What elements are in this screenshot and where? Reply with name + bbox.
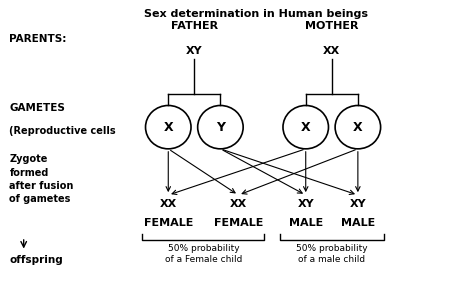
Text: FATHER: FATHER (171, 21, 218, 31)
Text: GAMETES: GAMETES (9, 103, 65, 113)
Text: 50% probability
of a Female child: 50% probability of a Female child (164, 244, 242, 264)
Text: XX: XX (323, 46, 340, 55)
Text: Zygote
formed
after fusion
of gametes: Zygote formed after fusion of gametes (9, 154, 74, 204)
Text: MALE: MALE (289, 218, 323, 227)
Text: offspring: offspring (9, 255, 63, 265)
Text: FEMALE: FEMALE (144, 218, 193, 227)
Text: PARENTS:: PARENTS: (9, 34, 67, 44)
Text: XY: XY (186, 46, 203, 55)
Text: (Reproductive cells: (Reproductive cells (9, 127, 116, 136)
Text: X: X (301, 121, 310, 134)
Text: FEMALE: FEMALE (214, 218, 263, 227)
Text: MALE: MALE (341, 218, 375, 227)
Text: 50% probability
of a male child: 50% probability of a male child (296, 244, 368, 264)
Text: X: X (353, 121, 363, 134)
Text: MOTHER: MOTHER (305, 21, 358, 31)
Text: XX: XX (230, 199, 247, 209)
Text: X: X (164, 121, 173, 134)
Text: XY: XY (349, 199, 366, 209)
Text: XX: XX (160, 199, 177, 209)
Text: XY: XY (297, 199, 314, 209)
Text: Sex determination in Human beings: Sex determination in Human beings (144, 9, 368, 19)
Text: Y: Y (216, 121, 225, 134)
